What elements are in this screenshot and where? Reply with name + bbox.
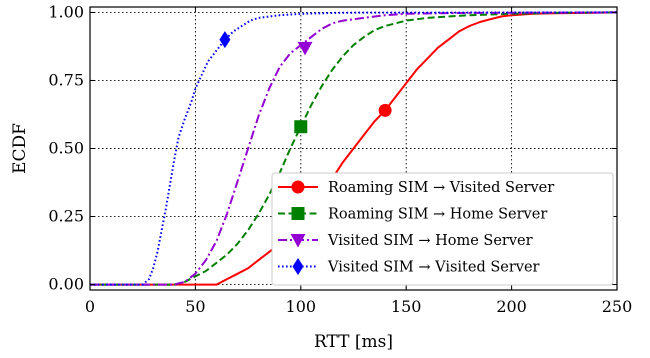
y-tick-label: 0.25 bbox=[48, 207, 84, 226]
y-tick-label: 1.00 bbox=[48, 2, 84, 21]
series-marker-1 bbox=[294, 120, 308, 134]
y-tick-label: 0.75 bbox=[48, 70, 84, 89]
legend-marker-2 bbox=[290, 234, 306, 248]
legend-label-2: Visited SIM → Home Server bbox=[327, 233, 533, 249]
legend-label-0: Roaming SIM → Visited Server bbox=[328, 180, 554, 196]
x-axis-label: RTT [ms] bbox=[314, 332, 393, 352]
legend-marker-1 bbox=[291, 207, 305, 220]
legend: Roaming SIM → Visited Server Roaming SIM … bbox=[271, 172, 614, 286]
legend-marker-3 bbox=[292, 258, 304, 275]
x-tick-label: 200 bbox=[496, 297, 527, 316]
series-line-2 bbox=[90, 11, 618, 286]
legend-label-1: Roaming SIM → Home Server bbox=[328, 207, 547, 223]
x-tick-label: 100 bbox=[286, 297, 317, 316]
x-tick-label: 0 bbox=[85, 297, 95, 316]
x-tick-label: 250 bbox=[602, 297, 633, 316]
y-tick-label: 0.00 bbox=[48, 275, 84, 294]
x-tick-label: 150 bbox=[391, 297, 422, 316]
marker-layer bbox=[219, 31, 392, 134]
legend-box bbox=[271, 172, 614, 286]
series-marker-3 bbox=[219, 31, 231, 49]
ticks: 0 50 100 150 200 250 0.00 0.25 0.50 0.75 1.00 bbox=[48, 2, 632, 316]
series-marker-0 bbox=[378, 103, 392, 117]
series-marker-2 bbox=[297, 41, 313, 56]
series-line-1 bbox=[90, 11, 618, 286]
x-tick-label: 50 bbox=[185, 297, 205, 316]
legend-label-3: Visited SIM → Visited Server bbox=[327, 260, 540, 276]
y-axis-label: ECDF bbox=[10, 123, 30, 174]
y-tick-label: 0.50 bbox=[48, 139, 84, 158]
legend-marker-0 bbox=[291, 180, 305, 194]
